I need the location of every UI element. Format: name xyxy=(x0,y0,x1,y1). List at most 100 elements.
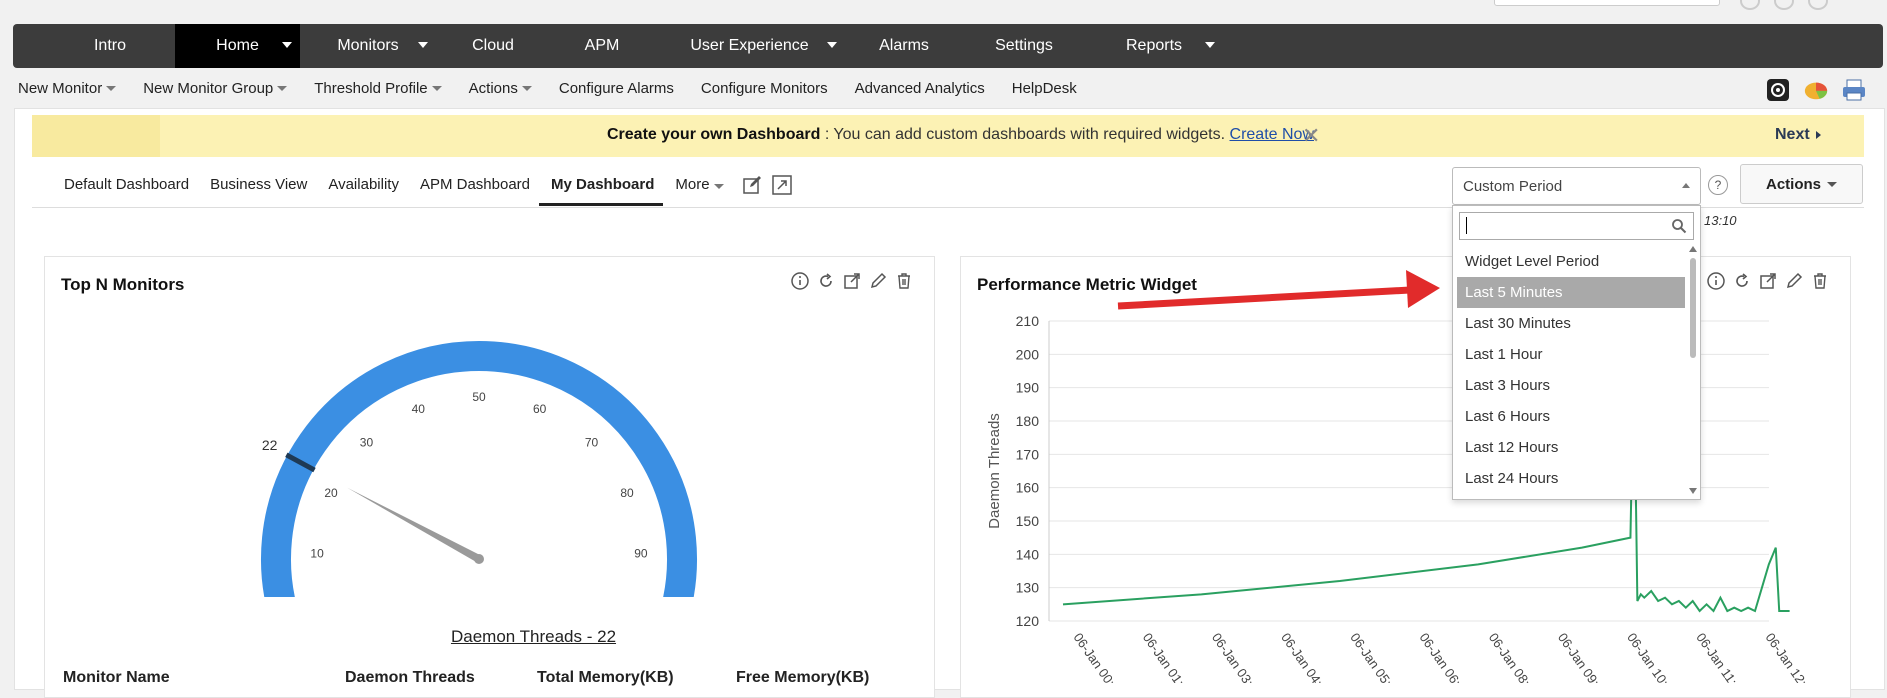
nav-item-home[interactable]: Home xyxy=(175,24,300,68)
info-icon[interactable] xyxy=(1706,271,1726,291)
period-option-widget-level-period[interactable]: Widget Level Period xyxy=(1465,253,1600,270)
x-tick-label: 06-Jan 01:5 xyxy=(1140,630,1192,683)
subnav-helpdesk[interactable]: HelpDesk xyxy=(1012,80,1077,97)
global-search-input[interactable] xyxy=(1494,0,1720,6)
nav-item-settings[interactable]: Settings xyxy=(963,24,1085,68)
tabs-divider xyxy=(32,207,1864,208)
col-free-memory[interactable]: Free Memory(KB) xyxy=(736,669,870,686)
delete-icon[interactable] xyxy=(1810,271,1830,291)
edit-icon[interactable] xyxy=(868,271,888,291)
tab-availability[interactable]: Availability xyxy=(328,176,399,193)
subnav-configure-monitors[interactable]: Configure Monitors xyxy=(701,80,828,97)
sub-nav: New Monitor New Monitor Group Threshold Pr… xyxy=(18,74,1104,102)
chevron-up-icon xyxy=(1682,183,1690,188)
tab-my-dashboard[interactable]: My Dashboard xyxy=(539,170,664,206)
widget-toolbar xyxy=(1706,271,1830,291)
edit-dashboard-icon[interactable] xyxy=(741,174,763,196)
scroll-up-icon[interactable] xyxy=(1689,246,1697,252)
period-option-last-3-hours[interactable]: Last 3 Hours xyxy=(1465,377,1551,394)
create-now-link[interactable]: Create Now xyxy=(1229,126,1314,143)
gauge-tick-label: 30 xyxy=(360,435,374,449)
nav-item-user-experience[interactable]: User Experience xyxy=(654,24,845,68)
y-tick-label: 210 xyxy=(1016,313,1040,329)
edit-icon[interactable] xyxy=(1784,271,1804,291)
next-button[interactable]: Next xyxy=(1775,126,1821,144)
popout-icon[interactable] xyxy=(1758,271,1778,291)
tab-more[interactable]: More xyxy=(663,170,732,206)
subnav-advanced-analytics[interactable]: Advanced Analytics xyxy=(855,80,985,97)
nav-item-reports[interactable]: Reports xyxy=(1085,24,1223,68)
refresh-icon[interactable] xyxy=(816,271,836,291)
close-icon[interactable]: ✕ xyxy=(1302,123,1321,148)
search-icon xyxy=(1672,219,1687,234)
camera-icon[interactable] xyxy=(1765,77,1791,103)
subnav-label: Configure Alarms xyxy=(558,79,674,97)
external-link-icon[interactable] xyxy=(771,174,793,196)
tab-default-dashboard[interactable]: Default Dashboard xyxy=(64,176,190,193)
widget-toolbar xyxy=(790,271,914,291)
gauge-tick-label: 80 xyxy=(620,486,634,500)
actions-button[interactable]: Actions xyxy=(1740,164,1863,204)
period-option-last-5-minutes[interactable]: Last 5 Minutes xyxy=(1457,277,1685,308)
period-search-input[interactable] xyxy=(1459,212,1694,240)
y-tick-label: 160 xyxy=(1016,480,1040,496)
nav-item-label: Home xyxy=(216,37,259,54)
tab-apm-dashboard[interactable]: APM Dashboard xyxy=(419,176,531,193)
nav-item-intro[interactable]: Intro xyxy=(45,24,175,68)
tab-business-view[interactable]: Business View xyxy=(210,176,308,193)
period-option-last-6-hours[interactable]: Last 6 Hours xyxy=(1465,408,1551,425)
x-tick-label: 06-Jan 00:3 xyxy=(1071,630,1123,683)
help-icon[interactable] xyxy=(1774,0,1794,10)
nav-item-monitors[interactable]: Monitors xyxy=(300,24,436,68)
period-option-last-1-hour[interactable]: Last 1 Hour xyxy=(1465,346,1543,363)
subnav-threshold-profile[interactable]: Threshold Profile xyxy=(314,79,442,97)
last-updated-time: 13:10 xyxy=(1704,213,1737,228)
dropdown-scrollbar[interactable] xyxy=(1689,246,1697,494)
y-tick-label: 140 xyxy=(1016,546,1040,562)
settings-icon[interactable] xyxy=(1808,0,1828,10)
banner-message: Create your own Dashboard : You can add … xyxy=(607,126,1314,144)
gauge-caption-link[interactable]: Daemon Threads - 22 xyxy=(450,627,617,646)
subnav-actions[interactable]: Actions xyxy=(469,80,532,97)
info-icon[interactable] xyxy=(790,271,810,291)
x-tick-label: 06-Jan 09:1 xyxy=(1555,630,1607,683)
x-tick-label: 06-Jan 11:4 xyxy=(1693,630,1744,683)
delete-icon[interactable] xyxy=(894,271,914,291)
chevron-down-icon xyxy=(713,184,724,189)
period-select[interactable]: Custom Period xyxy=(1452,167,1701,205)
period-option-last-30-minutes[interactable]: Last 30 Minutes xyxy=(1465,315,1571,332)
period-option-last-24-hours[interactable]: Last 24 Hours xyxy=(1465,470,1559,487)
subnav-configure-alarms[interactable]: Configure Alarms xyxy=(559,80,674,97)
scroll-thumb[interactable] xyxy=(1690,258,1696,358)
subnav-new-monitor-group[interactable]: New Monitor Group xyxy=(143,80,288,97)
pie-chart-icon[interactable] xyxy=(1803,77,1829,103)
x-tick-label: 06-Jan 04:1 xyxy=(1278,630,1330,683)
popout-icon[interactable] xyxy=(842,271,862,291)
scroll-down-icon[interactable] xyxy=(1689,488,1697,494)
col-total-memory[interactable]: Total Memory(KB) xyxy=(537,669,674,686)
text-cursor xyxy=(1466,217,1467,234)
nav-item-apm[interactable]: APM xyxy=(550,24,654,68)
period-selected-value: Custom Period xyxy=(1463,178,1563,195)
period-option-last-12-hours[interactable]: Last 12 Hours xyxy=(1465,439,1559,456)
help-icon[interactable]: ? xyxy=(1708,175,1728,195)
col-monitor-name[interactable]: Monitor Name xyxy=(63,669,170,686)
series-line xyxy=(1062,354,1790,613)
chevron-down-icon xyxy=(827,42,837,48)
refresh-icon[interactable] xyxy=(1732,271,1752,291)
gauge-tick-label: 70 xyxy=(585,435,599,449)
subnav-label: Threshold Profile xyxy=(314,79,428,97)
banner-accent xyxy=(32,115,160,157)
nav-item-label: User Experience xyxy=(690,37,809,54)
y-axis-label: Daemon Threads xyxy=(986,413,1003,529)
period-dropdown: Widget Level Period Last 5 Minutes Last 30… xyxy=(1452,205,1701,500)
widget-title: Top N Monitors xyxy=(61,275,185,294)
nav-item-cloud[interactable]: Cloud xyxy=(436,24,550,68)
subnav-new-monitor[interactable]: New Monitor xyxy=(18,80,117,97)
nav-item-alarms[interactable]: Alarms xyxy=(845,24,963,68)
printer-icon[interactable] xyxy=(1841,77,1867,103)
user-icon[interactable] xyxy=(1740,0,1760,10)
y-tick-label: 200 xyxy=(1016,346,1040,362)
main-nav: Intro Home Monitors Cloud APM User Experience… xyxy=(13,24,1883,68)
col-daemon-threads[interactable]: Daemon Threads xyxy=(345,669,475,686)
